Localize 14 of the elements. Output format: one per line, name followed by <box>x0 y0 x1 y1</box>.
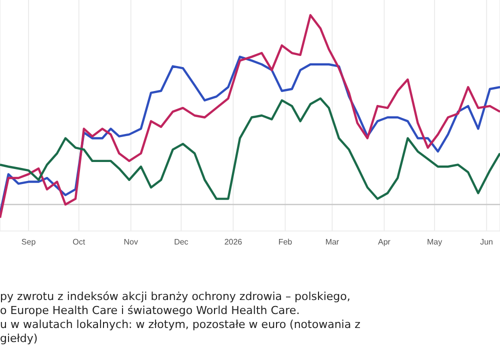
x-tick-label: Apr <box>378 238 391 247</box>
text: u w walutach lokalnych: w złotym, pozostałe w euro (notowania z <box>0 318 362 332</box>
x-tick-label: 2026 <box>224 238 243 247</box>
text: o Europe Health Care i światowego World Health Care. <box>0 304 301 318</box>
x-tick-label: Sep <box>21 238 36 247</box>
x-tick-label: Mar <box>325 238 340 247</box>
x-tick-label: Oct <box>72 238 86 247</box>
x-tick-label: Jun <box>480 238 494 247</box>
text: giełdy) <box>0 332 39 346</box>
x-tick-label: Dec <box>174 238 188 247</box>
x-tick-label: May <box>427 238 442 247</box>
x-tick-label: Feb <box>278 238 293 247</box>
x-tick-label: Nov <box>124 238 138 247</box>
text: py zwrotu z indeksów akcji branży ochrony zdrowia – polskiego, <box>0 290 352 304</box>
